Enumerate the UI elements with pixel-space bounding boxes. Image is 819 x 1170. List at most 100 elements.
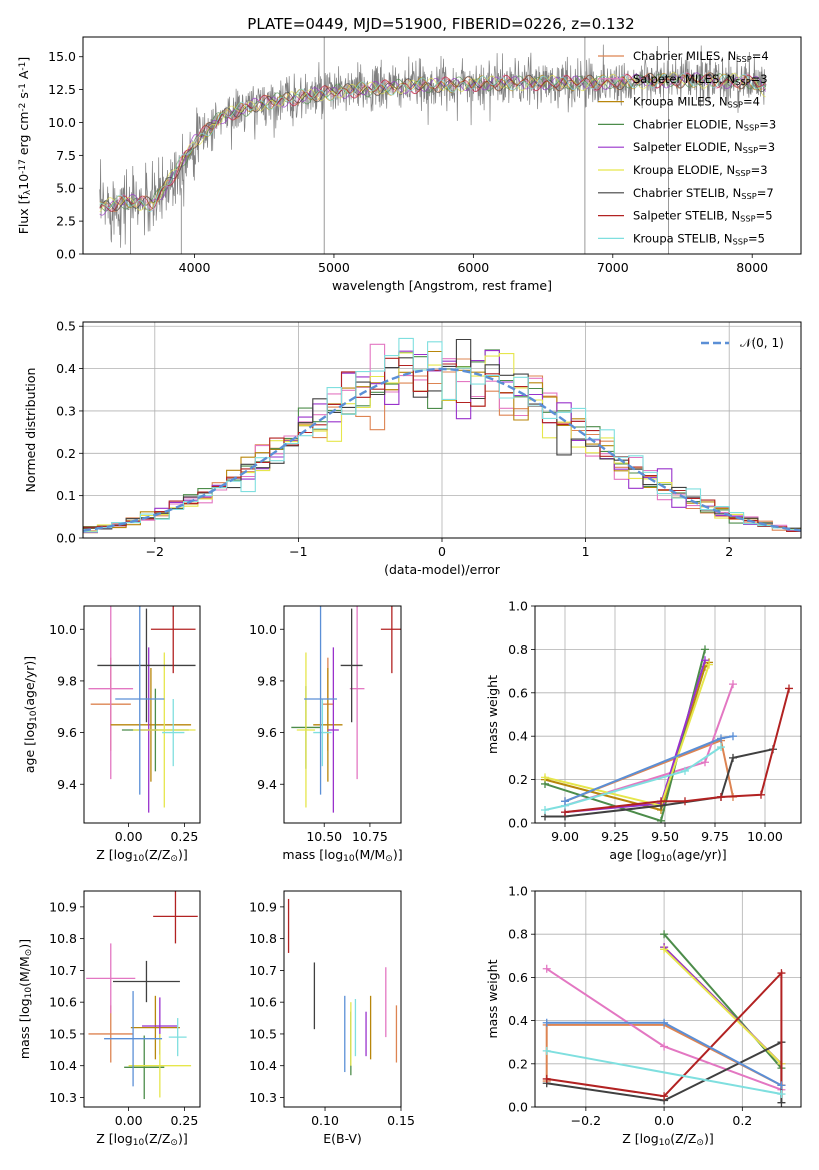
y-tick-label: 9.8 [257,673,277,688]
subscript: ⊙ [24,949,34,957]
x-tick-label: −2 [146,544,164,559]
text-span: (data-model)/error [384,562,501,577]
weight-marker [541,773,549,782]
x-tick-label: 9.75 [701,829,729,844]
x-axis-label: Z [log10(Z/Z⊙)] [622,1131,713,1148]
plot-area [542,930,786,1107]
legend-entry: Chabrier STELIB, NSSP=7 [633,186,774,201]
subscript: ⊙ [170,1138,178,1148]
x-axis-label: mass [log10(M/M⊙)] [282,847,402,864]
y-tick-label: 1.0 [508,884,528,899]
y-tick-label: 9.4 [57,777,77,792]
weight-series-normal-curve [561,732,737,806]
weight-marker [729,680,737,689]
weight-marker [701,758,709,767]
subscript: 10 [133,1138,145,1148]
weight-line [564,688,790,814]
x-tick-label: −0.2 [571,1113,601,1128]
weight-marker [717,743,725,752]
legend-entry: Kroupa STELIB, NSSP=5 [633,231,765,246]
weight-marker [701,645,709,654]
errorbar-kroupa-elodie [133,652,196,808]
text-span: age [log [22,722,37,773]
y-tick-label: 0.5 [56,319,76,334]
subscript: λ [23,189,33,195]
x-tick-label: 0.25 [170,829,198,844]
legend-entry-name: Chabrier ELODIE, N [633,117,744,131]
y-tick-label: 0.2 [56,446,76,461]
errorbar-normal-curve [104,991,163,1087]
legend-entry-subscript: SSP [736,54,751,64]
text-span: mass weight [485,959,500,1038]
legend-entry-name: Salpeter MILES, N [633,72,735,86]
weight-series-normal-curve [542,1018,786,1090]
text-span: mass weight [485,675,500,754]
y-tick-label: 10.3 [49,1090,77,1105]
y-tick-label: 7.5 [56,148,76,163]
errorbar-salpeter-miles [86,943,136,1014]
plot-area [99,37,767,254]
weight-marker [660,945,669,954]
y-tick-label: 5.0 [56,181,76,196]
legend-entry: 𝒩(0, 1) [740,336,784,350]
model-spectrum-salpeter-elodie [99,72,766,216]
errorbar-salpeter-miles [88,606,134,780]
legend-entry: Chabrier ELODIE, NSSP=3 [633,117,776,132]
y-tick-label: 15.0 [48,49,76,64]
y-tick-label: 10.4 [249,1058,277,1073]
errorbar-chabrier-stelib [97,608,196,723]
weight-marker [757,790,765,799]
weight-line [663,948,783,1065]
weight-line [544,664,710,807]
figure-title: PLATE=0449, MJD=51900, FIBERID=0226, z=0… [247,15,634,33]
weight-series-chabrier-elodie [541,645,709,823]
errorbar-kroupa-elodie [296,652,316,808]
text-span: wavelength [Angstrom, rest frame] [332,278,552,293]
text-span: (age/yr)] [22,656,37,711]
y-axis-label: Flux [fλ10-17 erg cm-2 s-1 A-1] [16,57,33,235]
legend-entry-count: =4 [743,95,760,109]
y-tick-label: 1.0 [508,599,528,614]
weight-marker [777,1098,786,1107]
y-tick-label: 0.3 [56,403,76,418]
y-tick-label: 0.4 [56,361,76,376]
errorbar-chabrier-elodie [124,1035,165,1100]
weight-marker [542,1074,551,1083]
y-tick-label: 0.0 [508,816,528,831]
legend-entry-subscript: SSP [733,236,748,246]
text-span: )] [393,847,403,862]
text-span: )] [178,1131,188,1146]
text-span: A [16,70,31,83]
text-span: 10 [16,174,31,190]
x-axis-label: wavelength [Angstrom, rest frame] [332,278,552,293]
plot-area [287,898,398,1076]
subscript: ⊙ [385,854,393,864]
y-tick-label: 10.0 [249,622,277,637]
x-tick-label: 0.15 [387,1113,415,1128]
y-tick-label: 0.0 [56,247,76,262]
weight-marker [777,969,786,978]
legend-entry: Kroupa ELODIE, NSSP=3 [633,163,768,178]
normal-distribution-curve [83,367,801,532]
x-axis-label: Z [log10(Z/Z⊙)] [96,1131,187,1148]
weight-marker [777,1090,786,1099]
superscript: -1 [18,62,28,71]
weight-line [544,746,722,811]
x-axis-label: age [log10(age/yr)] [609,847,726,864]
weight-marker [541,805,549,814]
weight-marker [729,732,737,741]
legend-entry-name: Chabrier STELIB, N [633,186,741,200]
text-span: mass [log [17,998,32,1059]
legend-entry: Salpeter ELODIE, NSSP=3 [633,140,775,155]
errorbar-salpeter-elodie [327,647,339,813]
y-axis-label: mass [log10(M/M⊙)] [17,939,34,1059]
errorbar-kroupa-elodie [128,1033,192,1098]
legend-entry-subscript: SSP [735,77,750,87]
x-axis-label: (data-model)/error [384,562,501,577]
weight-series-kroupa-stelib [541,743,725,814]
weight-marker [542,1018,551,1027]
axes-frame [534,605,802,824]
y-axis-label: mass weight [485,675,500,754]
legend-entry-count: =3 [751,163,768,177]
